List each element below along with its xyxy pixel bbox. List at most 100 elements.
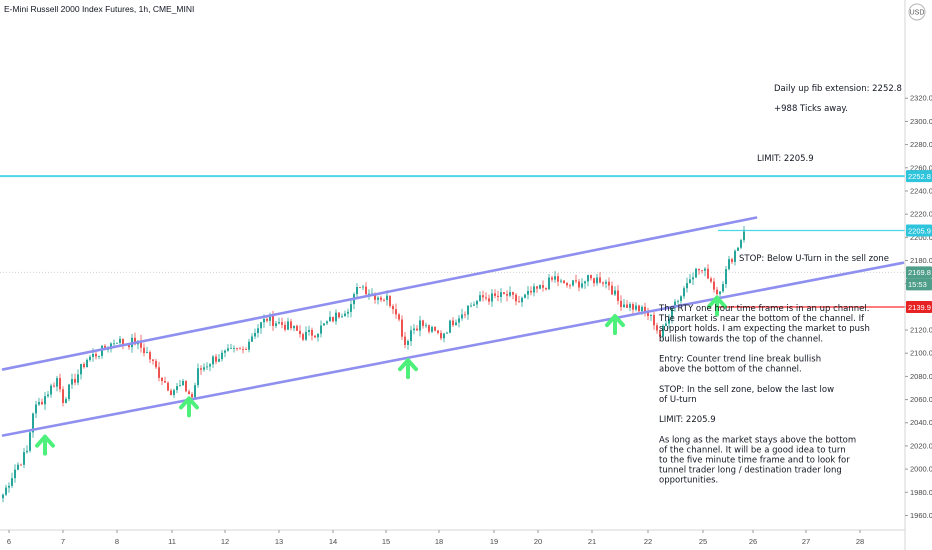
candle-body	[557, 276, 559, 281]
candle-body	[458, 318, 460, 322]
candle	[323, 323, 325, 325]
candle-body	[560, 281, 562, 282]
candle-body	[287, 321, 289, 329]
candle-body	[566, 283, 568, 285]
candle-body	[617, 290, 619, 300]
analysis-note-line: tunnel trader long / destination trader …	[659, 466, 842, 476]
candle-body	[8, 486, 10, 488]
candle-body	[176, 386, 178, 390]
candle-body	[17, 465, 19, 470]
candle-body	[152, 359, 154, 360]
candle-body	[89, 357, 91, 360]
candle-body	[728, 259, 730, 269]
candle	[194, 383, 196, 399]
candle-body	[737, 248, 739, 251]
x-tick-label: 15	[382, 537, 390, 546]
candle-body	[548, 278, 550, 290]
candle-body	[305, 332, 307, 340]
candle-body	[743, 232, 745, 241]
candle-body	[41, 402, 43, 404]
candle	[638, 305, 640, 312]
candle-body	[254, 333, 256, 336]
candle-body	[602, 282, 604, 283]
candle-body	[680, 296, 682, 301]
candle-body	[248, 342, 250, 350]
candle-body	[701, 270, 703, 271]
candle-body	[239, 349, 241, 350]
candle-body	[443, 334, 445, 339]
candle	[167, 381, 169, 391]
y-tick-label: 2020.0	[910, 441, 932, 450]
candle-body	[572, 280, 574, 285]
candle-body	[719, 291, 721, 294]
candle-body	[419, 320, 421, 330]
candle-body	[464, 314, 466, 315]
candle-body	[158, 367, 160, 378]
candle-body	[80, 364, 82, 374]
candle-body	[641, 307, 643, 311]
candle-body	[317, 334, 319, 338]
analysis-note-line: of the channel. It will be a good idea t…	[659, 445, 846, 455]
analysis-note-line: The RTY one hour time frame is in an up …	[658, 304, 869, 314]
fib-price-tag: 2252.8	[906, 170, 932, 182]
candle-body	[308, 330, 310, 332]
candle-body	[113, 343, 115, 344]
analysis-note-line: bullish towards the top of the channel.	[659, 334, 823, 344]
y-tick-label: 2240.0	[910, 186, 932, 195]
ticks-away-annotation: +988 Ticks away.	[774, 104, 848, 114]
candle-body	[218, 359, 220, 362]
candle-body	[149, 352, 151, 359]
currency-badge[interactable]: USD	[909, 4, 925, 20]
y-tick-label: 2040.0	[910, 418, 932, 427]
candle-body	[299, 331, 301, 334]
x-tick-label: 26	[749, 537, 757, 546]
candle-body	[437, 331, 439, 333]
y-tick-label: 2220.0	[910, 210, 932, 219]
candle-body	[500, 292, 502, 297]
candle-body	[614, 290, 616, 294]
candle-body	[200, 368, 202, 369]
y-tick-label: 2320.0	[910, 94, 932, 103]
candle-body	[533, 286, 535, 292]
x-tick-label: 12	[221, 537, 229, 546]
candle-body	[329, 317, 331, 322]
candle-body	[50, 386, 52, 395]
x-tick-label: 7	[61, 537, 65, 546]
candle-body	[359, 287, 361, 288]
candle	[185, 380, 187, 392]
candle-body	[524, 295, 526, 298]
candle-body	[536, 286, 538, 288]
candle-body	[716, 290, 718, 294]
analysis-note-line: As long as the market stays above the bo…	[659, 435, 856, 445]
y-tick-label: 1980.0	[910, 488, 932, 497]
candle-body	[398, 314, 400, 319]
candle-body	[482, 295, 484, 297]
candle-body	[542, 285, 544, 288]
candle-body	[581, 283, 583, 287]
candle-body	[227, 348, 229, 350]
analysis-note-line: support holds. I am expecting the market…	[659, 324, 870, 334]
candle-body	[350, 304, 352, 312]
candle-body	[389, 296, 391, 306]
analysis-note-line: above the bottom of the channel.	[659, 365, 802, 375]
currency-label: USD	[910, 10, 925, 17]
candle	[29, 430, 31, 452]
candle-body	[431, 327, 433, 332]
candle-body	[182, 381, 184, 385]
candle-body	[554, 276, 556, 279]
candle-body	[590, 275, 592, 278]
candle-body	[233, 348, 235, 349]
candle-body	[56, 378, 58, 387]
candle-body	[383, 300, 385, 301]
candle-body	[632, 304, 634, 310]
countdown-tag-label: 15:53	[908, 280, 927, 289]
candle-body	[191, 394, 193, 397]
analysis-note-line: to the five minute time frame and to loo…	[659, 456, 850, 466]
candle-body	[422, 320, 424, 325]
candle-body	[362, 287, 364, 288]
candle-body	[365, 287, 367, 295]
candle-body	[695, 269, 697, 278]
y-tick-label: 2280.0	[910, 140, 932, 149]
